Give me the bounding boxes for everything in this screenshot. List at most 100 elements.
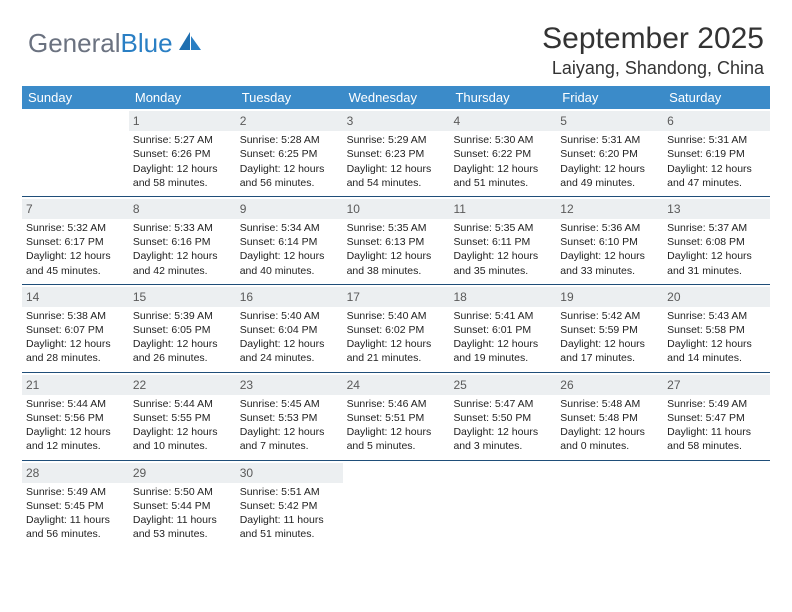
daylight-text: Daylight: 12 hours and 7 minutes. (240, 425, 339, 453)
daylight-text: Daylight: 12 hours and 33 minutes. (560, 249, 659, 277)
day-header-row: Sunday Monday Tuesday Wednesday Thursday… (22, 86, 770, 109)
sunset-text: Sunset: 6:01 PM (453, 323, 552, 337)
daylight-text: Daylight: 12 hours and 45 minutes. (26, 249, 125, 277)
day-cell: 1Sunrise: 5:27 AMSunset: 6:26 PMDaylight… (129, 109, 236, 196)
sunset-text: Sunset: 6:04 PM (240, 323, 339, 337)
day-number: 18 (449, 287, 556, 307)
sunrise-text: Sunrise: 5:34 AM (240, 221, 339, 235)
sunrise-text: Sunrise: 5:45 AM (240, 397, 339, 411)
day-cell (22, 109, 129, 196)
day-cell (343, 461, 450, 548)
day-number: 24 (343, 375, 450, 395)
day-cell: 14Sunrise: 5:38 AMSunset: 6:07 PMDayligh… (22, 285, 129, 372)
day-number: 3 (343, 111, 450, 131)
sunset-text: Sunset: 5:51 PM (347, 411, 446, 425)
day-cell: 17Sunrise: 5:40 AMSunset: 6:02 PMDayligh… (343, 285, 450, 372)
day-number: 11 (449, 199, 556, 219)
week-row: 7Sunrise: 5:32 AMSunset: 6:17 PMDaylight… (22, 196, 770, 284)
day-header-thursday: Thursday (449, 86, 556, 109)
day-number: 17 (343, 287, 450, 307)
day-number: 6 (663, 111, 770, 131)
daylight-text: Daylight: 12 hours and 42 minutes. (133, 249, 232, 277)
daylight-text: Daylight: 12 hours and 35 minutes. (453, 249, 552, 277)
daylight-text: Daylight: 12 hours and 49 minutes. (560, 162, 659, 190)
day-cell: 22Sunrise: 5:44 AMSunset: 5:55 PMDayligh… (129, 373, 236, 460)
sunrise-text: Sunrise: 5:35 AM (347, 221, 446, 235)
day-number: 21 (22, 375, 129, 395)
sunrise-text: Sunrise: 5:40 AM (347, 309, 446, 323)
day-cell: 4Sunrise: 5:30 AMSunset: 6:22 PMDaylight… (449, 109, 556, 196)
week-row: 21Sunrise: 5:44 AMSunset: 5:56 PMDayligh… (22, 372, 770, 460)
daylight-text: Daylight: 12 hours and 51 minutes. (453, 162, 552, 190)
day-number: 26 (556, 375, 663, 395)
sunset-text: Sunset: 5:42 PM (240, 499, 339, 513)
day-cell: 18 Sunrise: 5:41 AMSunset: 6:01 PMDayligh… (449, 285, 556, 372)
day-cell: 28Sunrise: 5:49 AMSunset: 5:45 PMDayligh… (22, 461, 129, 548)
day-cell: 12Sunrise: 5:36 AMSunset: 6:10 PMDayligh… (556, 197, 663, 284)
day-number: 2 (236, 111, 343, 131)
sunrise-text: Sunrise: 5:31 AM (560, 133, 659, 147)
day-number: 28 (22, 463, 129, 483)
day-cell: 11Sunrise: 5:35 AMSunset: 6:11 PMDayligh… (449, 197, 556, 284)
day-cell: 26Sunrise: 5:48 AMSunset: 5:48 PMDayligh… (556, 373, 663, 460)
day-cell: 6Sunrise: 5:31 AMSunset: 6:19 PMDaylight… (663, 109, 770, 196)
header-right: September 2025 Laiyang, Shandong, China (542, 22, 764, 79)
day-cell: 2Sunrise: 5:28 AMSunset: 6:25 PMDaylight… (236, 109, 343, 196)
sunrise-text: Sunrise: 5:47 AM (453, 397, 552, 411)
day-number: 8 (129, 199, 236, 219)
daylight-text: Daylight: 12 hours and 3 minutes. (453, 425, 552, 453)
daylight-text: Daylight: 12 hours and 56 minutes. (240, 162, 339, 190)
sunset-text: Sunset: 6:07 PM (26, 323, 125, 337)
daylight-text: Daylight: 12 hours and 17 minutes. (560, 337, 659, 365)
day-number: 4 (449, 111, 556, 131)
sunrise-text: Sunrise: 5:43 AM (667, 309, 766, 323)
sunrise-text: Sunrise: 5:30 AM (453, 133, 552, 147)
sunrise-text: Sunrise: 5:28 AM (240, 133, 339, 147)
sunset-text: Sunset: 5:48 PM (560, 411, 659, 425)
daylight-text: Daylight: 12 hours and 21 minutes. (347, 337, 446, 365)
sunrise-text: Sunrise: 5:33 AM (133, 221, 232, 235)
day-number: 30 (236, 463, 343, 483)
daylight-text: Daylight: 12 hours and 47 minutes. (667, 162, 766, 190)
sunrise-text: Sunrise: 5:38 AM (26, 309, 125, 323)
day-cell: 9Sunrise: 5:34 AMSunset: 6:14 PMDaylight… (236, 197, 343, 284)
day-number: 29 (129, 463, 236, 483)
day-cell: 7Sunrise: 5:32 AMSunset: 6:17 PMDaylight… (22, 197, 129, 284)
day-header-monday: Monday (129, 86, 236, 109)
day-cell: 30Sunrise: 5:51 AMSunset: 5:42 PMDayligh… (236, 461, 343, 548)
sunset-text: Sunset: 6:17 PM (26, 235, 125, 249)
sunset-text: Sunset: 6:23 PM (347, 147, 446, 161)
day-cell: 23Sunrise: 5:45 AMSunset: 5:53 PMDayligh… (236, 373, 343, 460)
day-number: 14 (22, 287, 129, 307)
day-cell: 21Sunrise: 5:44 AMSunset: 5:56 PMDayligh… (22, 373, 129, 460)
day-number: 16 (236, 287, 343, 307)
daylight-text: Daylight: 12 hours and 31 minutes. (667, 249, 766, 277)
daylight-text: Daylight: 12 hours and 19 minutes. (453, 337, 552, 365)
sunset-text: Sunset: 6:05 PM (133, 323, 232, 337)
day-number: 7 (22, 199, 129, 219)
daylight-text: Daylight: 11 hours and 58 minutes. (667, 425, 766, 453)
day-number: 19 (556, 287, 663, 307)
day-number: 25 (449, 375, 556, 395)
day-number: 15 (129, 287, 236, 307)
sunrise-text: Sunrise: 5:29 AM (347, 133, 446, 147)
calendar: Sunday Monday Tuesday Wednesday Thursday… (22, 86, 770, 547)
day-number: 9 (236, 199, 343, 219)
logo-text-general: General (28, 28, 121, 59)
day-cell: 10Sunrise: 5:35 AMSunset: 6:13 PMDayligh… (343, 197, 450, 284)
day-cell: 20Sunrise: 5:43 AMSunset: 5:58 PMDayligh… (663, 285, 770, 372)
day-cell (449, 461, 556, 548)
daylight-text: Daylight: 12 hours and 38 minutes. (347, 249, 446, 277)
sunrise-text: Sunrise: 5:41 AM (453, 309, 552, 323)
sunrise-text: Sunrise: 5:46 AM (347, 397, 446, 411)
sunset-text: Sunset: 6:16 PM (133, 235, 232, 249)
sunset-text: Sunset: 6:13 PM (347, 235, 446, 249)
sunrise-text: Sunrise: 5:44 AM (133, 397, 232, 411)
day-cell: 13Sunrise: 5:37 AMSunset: 6:08 PMDayligh… (663, 197, 770, 284)
sunrise-text: Sunrise: 5:49 AM (26, 485, 125, 499)
weeks-container: 1Sunrise: 5:27 AMSunset: 6:26 PMDaylight… (22, 109, 770, 547)
sunset-text: Sunset: 5:58 PM (667, 323, 766, 337)
day-cell: 25Sunrise: 5:47 AMSunset: 5:50 PMDayligh… (449, 373, 556, 460)
sunrise-text: Sunrise: 5:35 AM (453, 221, 552, 235)
daylight-text: Daylight: 11 hours and 51 minutes. (240, 513, 339, 541)
